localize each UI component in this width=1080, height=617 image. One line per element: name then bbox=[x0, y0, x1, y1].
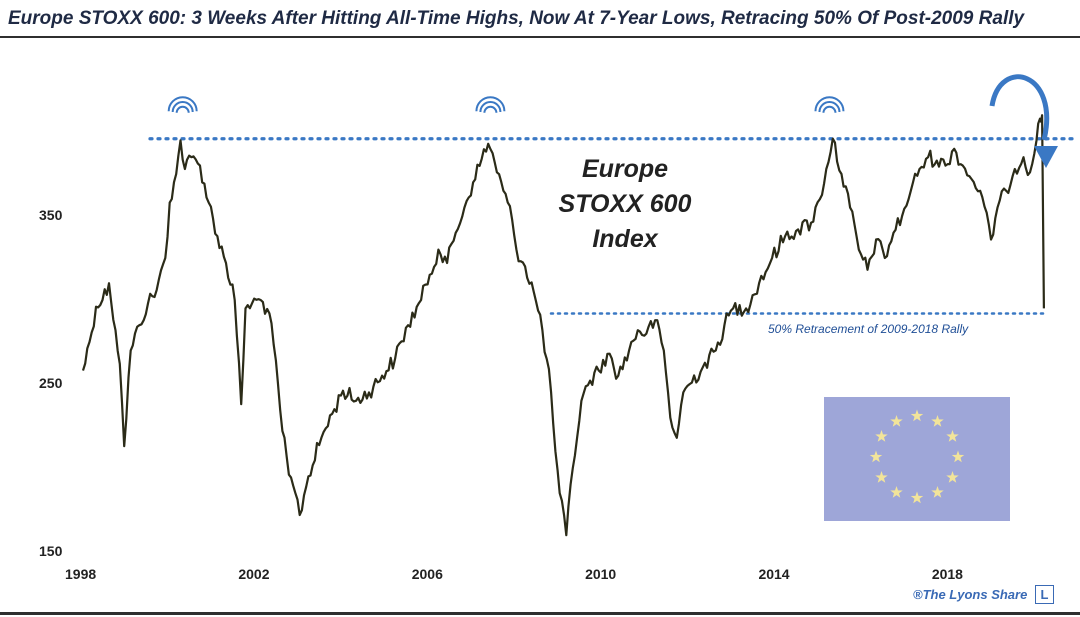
chart-title: Europe STOXX 600: 3 Weeks After Hitting … bbox=[8, 8, 1025, 29]
x-tick-label: 2010 bbox=[585, 566, 617, 582]
x-tick-label: 2006 bbox=[411, 566, 443, 582]
reference-lines bbox=[148, 137, 1078, 315]
lyons-share-logo: L bbox=[1035, 585, 1054, 604]
flag-star-icon bbox=[890, 415, 903, 427]
in-chart-title-line-1: Europe bbox=[581, 155, 669, 183]
x-tick-label: 2018 bbox=[931, 566, 963, 582]
x-tick-label: 1998 bbox=[65, 566, 97, 582]
series-line-stoxx600 bbox=[81, 114, 1045, 537]
peak-marker-arc bbox=[475, 96, 506, 112]
reversal-arrow bbox=[989, 74, 1058, 168]
y-tick-label: 350 bbox=[39, 207, 63, 223]
eu-flag-stars bbox=[869, 409, 965, 504]
flag-star-icon bbox=[931, 415, 944, 427]
title-bar: Europe STOXX 600: 3 Weeks After Hitting … bbox=[0, 0, 1080, 38]
peak-marker-arc bbox=[171, 101, 194, 113]
flag-star-icon bbox=[910, 491, 924, 504]
flag-star-icon bbox=[951, 450, 965, 463]
x-tick-label: 2014 bbox=[758, 566, 790, 582]
y-tick-label: 150 bbox=[39, 543, 63, 559]
flag-star-icon bbox=[875, 430, 888, 442]
flag-star-icon bbox=[875, 471, 888, 483]
peak-marker-arc bbox=[175, 105, 190, 113]
peak-marker-arc bbox=[479, 101, 502, 113]
in-chart-title-line-3: Index bbox=[592, 225, 658, 253]
flag-star-icon bbox=[946, 471, 959, 483]
reversal-arrow-curve bbox=[989, 74, 1050, 141]
eu-flag bbox=[824, 397, 1010, 521]
flag-star-icon bbox=[890, 486, 903, 498]
peak-marker-arc bbox=[167, 96, 198, 112]
x-tick-label: 2002 bbox=[238, 566, 270, 582]
peak-marker-arc bbox=[818, 101, 841, 113]
peak-marker-arc bbox=[814, 96, 845, 112]
credit-text: ®The Lyons Share bbox=[913, 587, 1028, 602]
reversal-arrow-head bbox=[1034, 146, 1058, 168]
bottom-rule bbox=[0, 612, 1080, 615]
in-chart-title: Europe STOXX 600 Index bbox=[540, 152, 710, 257]
flag-star-icon bbox=[946, 430, 959, 442]
flag-star-icon bbox=[931, 486, 944, 498]
flag-star-icon bbox=[910, 409, 924, 422]
flag-star-icon bbox=[869, 450, 883, 463]
y-tick-label: 250 bbox=[39, 375, 63, 391]
peak-markers bbox=[167, 96, 845, 113]
in-chart-title-line-2: STOXX 600 bbox=[558, 190, 692, 218]
peak-marker-arc bbox=[483, 105, 498, 113]
peak-marker-arc bbox=[822, 105, 837, 113]
retracement-label: 50% Retracement of 2009-2018 Rally bbox=[768, 322, 969, 336]
